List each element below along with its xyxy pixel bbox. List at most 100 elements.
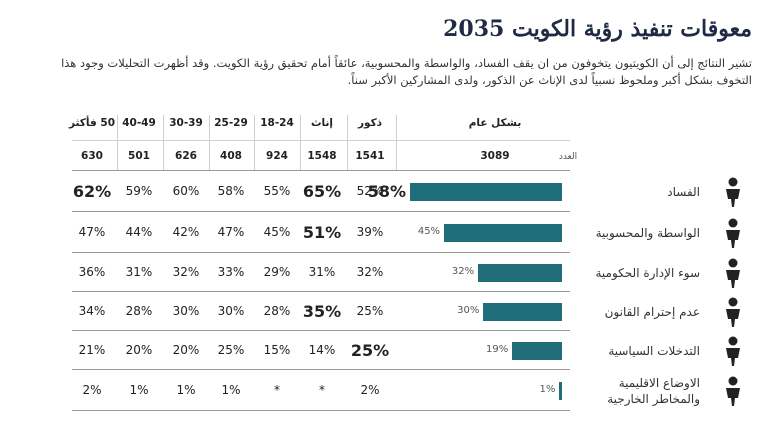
- column-count: 630: [81, 150, 103, 162]
- cell-value: 1%: [221, 382, 241, 397]
- cell-value: 28%: [125, 303, 153, 318]
- fighter-icon: [716, 374, 750, 408]
- column-separator: [209, 115, 210, 170]
- column-separator: [117, 115, 118, 170]
- cell-value: 39%: [356, 224, 384, 239]
- cell-value: 45%: [263, 224, 291, 239]
- row-label: الفساد: [667, 184, 700, 199]
- cell-value: 59%: [125, 183, 153, 198]
- bar-overall: [483, 302, 562, 321]
- row-label: عدم إحترام القانون: [604, 304, 700, 319]
- podium-speaker-icon: [716, 334, 750, 368]
- row-label: التدخلات السياسية: [608, 343, 700, 358]
- subtitle: تشير النتائج إلى أن الكويتيون يتخوفون من…: [12, 55, 752, 89]
- row-divider: [72, 330, 570, 331]
- column-header: 30-39: [169, 117, 203, 129]
- cell-value: 65%: [302, 181, 342, 201]
- column-count: 1548: [307, 150, 337, 162]
- cell-value: 42%: [172, 224, 200, 239]
- row-divider: [72, 140, 570, 141]
- column-header: إناث: [310, 117, 334, 129]
- cell-value: *: [319, 382, 325, 397]
- cell-value: 32%: [172, 264, 200, 279]
- column-header: ذكور: [357, 117, 383, 129]
- bar-value-label: 58%: [367, 181, 406, 201]
- cell-value: 55%: [263, 183, 291, 198]
- bar-value-label: 30%: [457, 304, 480, 316]
- cell-value: 28%: [263, 303, 291, 318]
- column-header: 40-49: [122, 117, 156, 129]
- bar-value-label: 32%: [451, 265, 475, 277]
- cell-value: 32%: [356, 264, 384, 279]
- cell-value: 47%: [217, 224, 245, 239]
- row-label: سوء الإدارة الحكومية: [595, 265, 700, 280]
- row-divider: [72, 211, 570, 212]
- cell-value: 15%: [263, 342, 291, 357]
- cell-value: 21%: [78, 342, 106, 357]
- bar-overall: [559, 381, 562, 400]
- cell-value: 36%: [78, 264, 106, 279]
- bar-value-label: 45%: [417, 225, 441, 237]
- cell-value: 31%: [125, 264, 153, 279]
- bar-overall: [512, 341, 562, 360]
- column-count: 924: [266, 150, 288, 162]
- person-briefcase-icon: [716, 216, 750, 250]
- hammer-person-icon: [716, 295, 750, 329]
- column-separator: [300, 115, 301, 170]
- cell-value: 52%: [356, 183, 384, 198]
- row-divider: [72, 369, 570, 370]
- cell-value: 30%: [172, 303, 200, 318]
- column-separator: [254, 115, 255, 170]
- bar-value-label: 1%: [539, 383, 556, 395]
- cell-value: 1%: [129, 382, 149, 397]
- cell-value: 29%: [263, 264, 291, 279]
- bar-overall: [410, 182, 562, 201]
- row-label: الاوضاع الاقليمية والمخاطر الخارجية: [607, 375, 700, 406]
- row-divider: [72, 291, 570, 292]
- cell-value: 25%: [217, 342, 245, 357]
- cell-value: 31%: [308, 264, 336, 279]
- bar-overall: [478, 263, 562, 282]
- column-count: 626: [175, 150, 197, 162]
- overall-count: 3089: [480, 150, 510, 162]
- cell-value: 20%: [172, 342, 200, 357]
- cell-value: 34%: [78, 303, 106, 318]
- stressed-person-icon: [716, 256, 750, 290]
- column-header: 50 فأكثر: [68, 117, 116, 129]
- cell-value: 33%: [217, 264, 245, 279]
- column-count: 501: [128, 150, 150, 162]
- cell-value: 51%: [302, 222, 342, 242]
- overall-header: بشكل عام: [468, 117, 522, 129]
- bar-overall: [444, 223, 562, 242]
- cell-value: 25%: [356, 303, 384, 318]
- count-label: العدد: [558, 152, 578, 162]
- column-header: 18-24: [260, 117, 294, 129]
- column-count: 408: [220, 150, 242, 162]
- people-table-icon: [716, 175, 750, 209]
- row-divider: [72, 410, 570, 411]
- cell-value: 20%: [125, 342, 153, 357]
- cell-value: 60%: [172, 183, 200, 198]
- cell-value: 30%: [217, 303, 245, 318]
- row-divider: [72, 170, 570, 171]
- cell-value: 62%: [72, 181, 112, 201]
- cell-value: 14%: [308, 342, 336, 357]
- cell-value: 47%: [78, 224, 106, 239]
- cell-value: *: [274, 382, 280, 397]
- cell-value: 2%: [360, 382, 380, 397]
- row-divider: [72, 252, 570, 253]
- column-separator: [396, 115, 397, 170]
- subtitle-line-1: تشير النتائج إلى أن الكويتيون يتخوفون من…: [61, 56, 752, 70]
- cell-value: 1%: [176, 382, 196, 397]
- page-title: معوقات تنفيذ رؤية الكويت 2035: [443, 16, 752, 42]
- column-separator: [347, 115, 348, 170]
- bar-value-label: 19%: [485, 343, 509, 355]
- row-label: الواسطة والمحسوبية: [595, 225, 700, 240]
- column-separator: [163, 115, 164, 170]
- column-count: 1541: [355, 150, 385, 162]
- column-header: 25-29: [214, 117, 248, 129]
- cell-value: 35%: [302, 301, 342, 321]
- cell-value: 25%: [350, 340, 390, 360]
- cell-value: 58%: [217, 183, 245, 198]
